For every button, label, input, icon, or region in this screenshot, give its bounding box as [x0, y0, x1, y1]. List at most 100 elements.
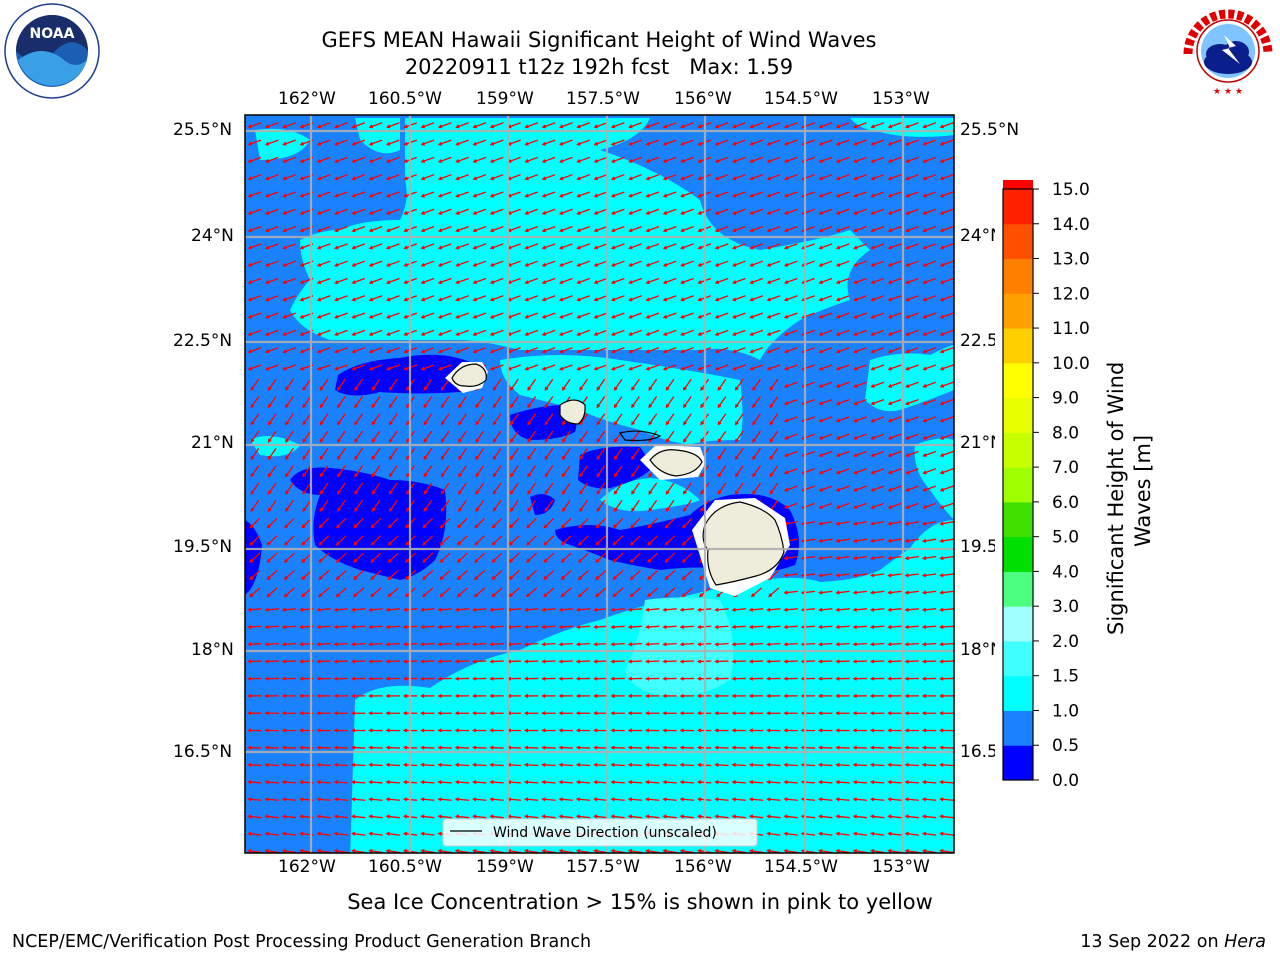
- wave-direction-arrow: [368, 312, 383, 319]
- wave-direction-arrow: [818, 364, 833, 371]
- wave-direction-arrow: [921, 659, 937, 664]
- wave-direction-arrow: [593, 243, 608, 250]
- wave-direction-arrow: [922, 450, 937, 458]
- wave-direction-arrow: [385, 659, 400, 664]
- wave-direction-arrow: [818, 555, 833, 561]
- wave-direction-arrow: [610, 797, 625, 802]
- wave-direction-arrow: [489, 364, 504, 371]
- wave-direction-arrow: [541, 156, 556, 163]
- wave-direction-arrow: [783, 659, 798, 664]
- wave-direction-arrow: [370, 587, 382, 598]
- wave-direction-arrow: [732, 208, 746, 215]
- wave-direction-arrow: [316, 814, 331, 819]
- wave-direction-arrow: [543, 552, 555, 563]
- wave-direction-arrow: [541, 122, 556, 129]
- wave-direction-arrow: [492, 396, 502, 409]
- wave-direction-arrow: [922, 502, 937, 509]
- wave-direction-arrow: [281, 849, 297, 853]
- wave-direction-arrow: [316, 139, 331, 146]
- wave-direction-arrow: [524, 156, 539, 163]
- wave-direction-arrow: [354, 482, 364, 495]
- wave-direction-arrow: [783, 122, 798, 129]
- wave-direction-arrow: [939, 711, 954, 716]
- wave-direction-arrow: [437, 174, 452, 181]
- wave-direction-arrow: [921, 849, 937, 853]
- wave-direction-arrow: [887, 347, 902, 354]
- wave-direction-arrow: [835, 208, 850, 215]
- wave-direction-arrow: [647, 535, 659, 546]
- wave-direction-arrow: [887, 398, 902, 406]
- colorbar-tick-label: 2.0: [1052, 632, 1079, 652]
- wave-direction-arrow: [420, 174, 435, 181]
- wave-direction-arrow: [593, 208, 608, 215]
- wave-direction-arrow: [420, 676, 435, 681]
- wave-direction-arrow: [887, 831, 902, 836]
- wave-direction-arrow: [247, 831, 262, 836]
- wave-direction-arrow: [922, 174, 937, 181]
- wave-direction-arrow: [420, 191, 435, 198]
- wave-direction-arrow: [610, 260, 625, 267]
- wave-direction-arrow: [575, 625, 591, 630]
- wave-direction-arrow: [264, 139, 279, 146]
- wave-direction-arrow: [575, 814, 591, 819]
- wave-direction-arrow: [628, 122, 642, 129]
- wave-direction-arrow: [680, 139, 694, 146]
- wave-direction-arrow: [905, 156, 919, 163]
- wave-direction-arrow: [835, 312, 850, 319]
- wave-direction-arrow: [489, 676, 504, 681]
- wave-direction-arrow: [454, 607, 470, 612]
- wave-direction-arrow: [679, 762, 695, 767]
- wave-direction-arrow: [541, 174, 556, 181]
- wave-direction-arrow: [939, 642, 954, 647]
- wave-direction-arrow: [544, 430, 554, 443]
- wave-direction-arrow: [336, 430, 346, 443]
- wave-direction-arrow: [905, 468, 919, 475]
- wave-direction-arrow: [679, 659, 695, 664]
- wave-direction-arrow: [921, 676, 937, 681]
- wave-direction-arrow: [680, 208, 694, 215]
- wave-direction-arrow: [714, 329, 729, 336]
- wave-direction-arrow: [628, 243, 642, 250]
- wave-direction-arrow: [887, 797, 902, 802]
- wave-direction-arrow: [904, 538, 919, 543]
- colorbar-tick-label: 8.0: [1052, 423, 1079, 443]
- wave-direction-arrow: [370, 552, 382, 563]
- wave-direction-arrow: [351, 295, 366, 302]
- wave-direction-arrow: [835, 225, 850, 233]
- wave-direction-arrow: [281, 831, 297, 836]
- wave-direction-arrow: [645, 174, 660, 181]
- wave-direction-arrow: [769, 482, 779, 495]
- wave-direction-arrow: [664, 552, 676, 563]
- wave-direction-arrow: [749, 139, 764, 146]
- wave-direction-arrow: [491, 535, 503, 546]
- wave-direction-arrow: [282, 260, 296, 267]
- wave-direction-arrow: [835, 555, 850, 561]
- wave-direction-arrow: [368, 659, 383, 664]
- wave-direction-arrow: [769, 396, 779, 409]
- wave-direction-arrow: [645, 139, 660, 146]
- wave-direction-arrow: [334, 191, 348, 198]
- wave-direction-arrow: [437, 191, 452, 198]
- wave-direction-arrow: [922, 122, 937, 129]
- wave-direction-arrow: [437, 625, 452, 630]
- wave-direction-arrow: [645, 676, 660, 681]
- wave-direction-arrow: [610, 780, 625, 785]
- wave-direction-arrow: [385, 814, 400, 819]
- wave-direction-arrow: [904, 555, 919, 561]
- wave-direction-arrow: [437, 762, 452, 767]
- wave-direction-arrow: [454, 745, 470, 750]
- wave-direction-arrow: [610, 347, 625, 354]
- wave-direction-arrow: [541, 139, 556, 146]
- wave-direction-arrow: [561, 465, 571, 478]
- wave-direction-arrow: [420, 693, 435, 698]
- wave-direction-arrow: [887, 312, 902, 319]
- wave-direction-arrow: [852, 728, 868, 733]
- wave-direction-arrow: [352, 569, 365, 581]
- wave-direction-arrow: [818, 659, 833, 664]
- wave-direction-arrow: [386, 122, 400, 129]
- wave-direction-arrow: [714, 225, 729, 233]
- wave-direction-arrow: [541, 745, 556, 750]
- wave-direction-arrow: [905, 329, 919, 336]
- wave-direction-arrow: [922, 191, 937, 198]
- wave-direction-arrow: [318, 587, 330, 598]
